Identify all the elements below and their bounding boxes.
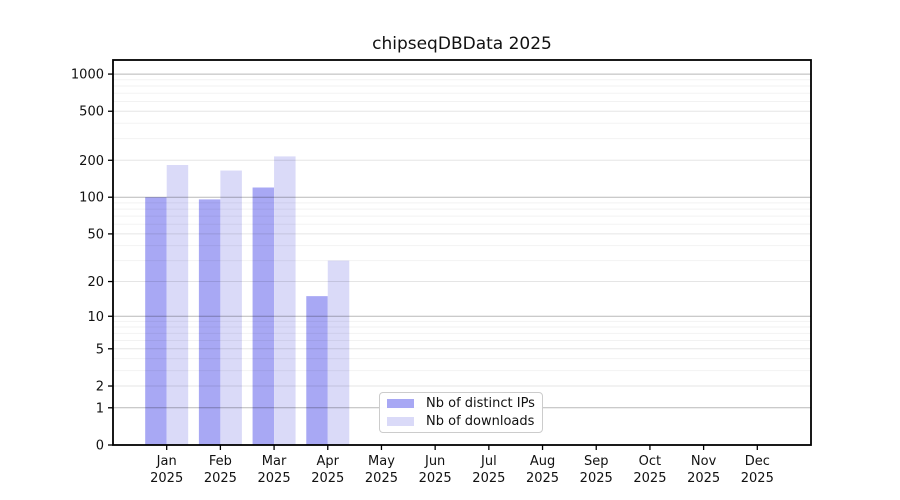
y-tick-label: 200 (79, 154, 104, 169)
y-tick-label: 100 (79, 191, 104, 206)
chart-title: chipseqDBData 2025 (372, 34, 552, 54)
x-tick-label-year: 2025 (580, 471, 613, 486)
legend-item-downloads: Nb of downloads (387, 415, 542, 428)
x-tick-label-month: Dec (745, 454, 770, 469)
x-tick-label-year: 2025 (258, 471, 291, 486)
x-tick-label-year: 2025 (687, 471, 720, 486)
legend-swatch-distinct-ips (387, 399, 414, 409)
bar-distinct-ips (145, 197, 167, 445)
bar-distinct-ips (306, 296, 328, 445)
y-tick-label: 50 (87, 227, 104, 242)
legend-item-distinct-ips: Nb of distinct IPs (387, 397, 542, 410)
y-tick-label: 1000 (71, 68, 104, 83)
bar-distinct-ips (198, 199, 221, 445)
x-tick-label-year: 2025 (633, 471, 666, 486)
y-tick-label: 1 (96, 401, 104, 416)
x-tick-label-month: Sep (584, 454, 609, 469)
y-tick-label: 20 (87, 275, 104, 290)
x-tick-label-year: 2025 (150, 471, 183, 486)
x-tick-label-year: 2025 (311, 471, 344, 486)
x-tick-label-year: 2025 (526, 471, 559, 486)
bar-downloads (166, 165, 189, 445)
x-tick-label-month: Nov (691, 454, 717, 469)
bar-downloads (274, 156, 296, 446)
plot-border (112, 59, 812, 446)
x-tick-label-month: Mar (262, 454, 287, 469)
y-tick-label: 2 (96, 380, 104, 395)
x-tick-label-year: 2025 (365, 471, 398, 486)
y-tick-label: 500 (79, 105, 104, 120)
x-tick-label-month: May (368, 454, 395, 469)
bar-downloads (327, 260, 350, 445)
x-tick-label-year: 2025 (419, 471, 452, 486)
x-tick-label-month: Jan (156, 454, 177, 469)
x-tick-label-month: Jul (480, 454, 497, 469)
x-tick-label-month: Oct (639, 454, 661, 469)
x-tick-label-year: 2025 (741, 471, 774, 486)
x-tick-label-month: Apr (317, 454, 340, 469)
x-tick-label-month: Jun (424, 454, 445, 469)
y-tick-label: 10 (87, 310, 104, 325)
y-tick-label: 0 (96, 439, 104, 454)
y-tick-label: 5 (96, 342, 104, 357)
bar-downloads (220, 170, 242, 445)
legend-label-distinct-ips: Nb of distinct IPs (426, 396, 535, 412)
legend-label-downloads: Nb of downloads (426, 413, 535, 429)
legend-swatch-downloads (387, 416, 414, 426)
legend: Nb of distinct IPs Nb of downloads (379, 392, 543, 433)
x-tick-label-month: Aug (530, 454, 555, 469)
x-tick-label-year: 2025 (204, 471, 237, 486)
bar-distinct-ips (252, 187, 275, 446)
x-tick-label-month: Feb (209, 454, 232, 469)
x-tick-label-year: 2025 (472, 471, 505, 486)
